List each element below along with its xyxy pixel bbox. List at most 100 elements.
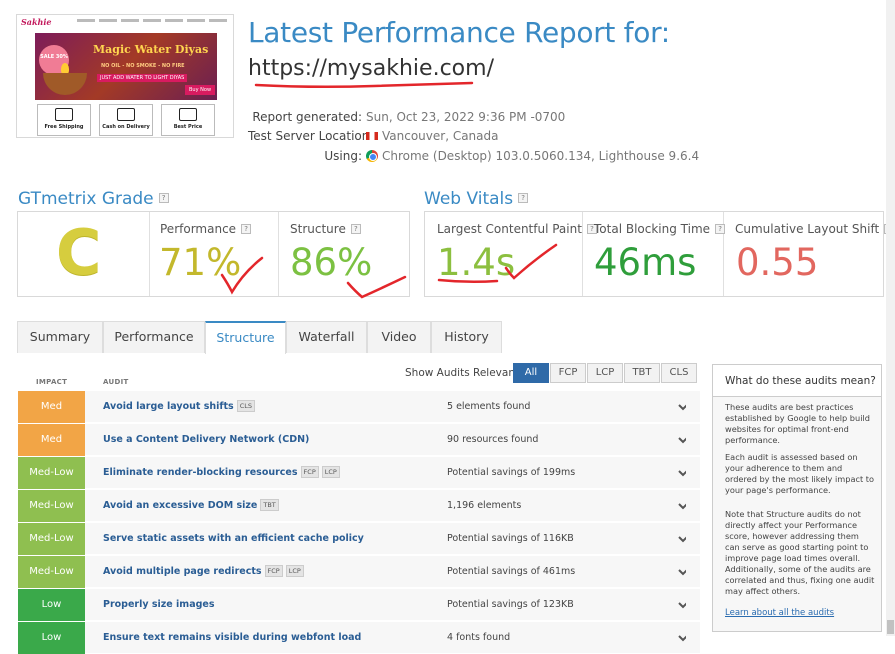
structure-checkmark-annotation <box>346 275 407 299</box>
tab-waterfall[interactable]: Waterfall <box>286 321 367 353</box>
chevron-down-icon[interactable] <box>678 535 686 543</box>
chevron-down-icon[interactable] <box>678 502 686 510</box>
audit-result: Potential savings of 123KB <box>447 599 574 610</box>
audit-row[interactable]: Med Use a Content Delivery Network (CDN) 9… <box>18 424 700 456</box>
impact-badge: Low <box>18 589 85 621</box>
web-vitals-heading-text: Web Vitals <box>424 189 514 209</box>
audit-name-text[interactable]: Use a Content Delivery Network (CDN) <box>103 434 310 445</box>
tab-summary[interactable]: Summary <box>17 321 103 353</box>
filter-all-button[interactable]: All <box>513 363 549 383</box>
chevron-down-icon[interactable] <box>678 436 686 444</box>
cod-box-icon <box>117 108 135 121</box>
chevron-down-icon[interactable] <box>678 568 686 576</box>
tab-structure[interactable]: Structure <box>205 321 286 354</box>
audit-row[interactable]: Med-Low Serve static assets with an effic… <box>18 523 700 555</box>
tbt-label-row: Total Blocking Time? <box>594 222 726 236</box>
performance-label-row: Performance? <box>160 222 252 236</box>
thumbnail-logo: Sakhie <box>21 17 52 27</box>
audit-result: 90 resources found <box>447 434 539 445</box>
audit-name[interactable]: Ensure text remains visible during webfo… <box>103 622 361 654</box>
tab-video[interactable]: Video <box>367 321 431 353</box>
using-label: Using: <box>324 149 362 163</box>
audit-row[interactable]: Med Avoid large layout shifts CLS 5 element… <box>18 391 700 423</box>
page-screenshot-thumbnail: Sakhie SALE 30% Magic Water Diyas NO OIL… <box>16 14 234 138</box>
page-scrollbar[interactable] <box>886 0 895 636</box>
filter-label: Show Audits Relevant to <box>405 367 533 379</box>
server-location-label: Test Server Location: <box>248 129 374 143</box>
server-location-row: Test Server Location: Vancouver, Canada <box>248 129 499 143</box>
help-icon[interactable]: ? <box>158 193 169 203</box>
using-value: Chrome (Desktop) 103.0.5060.134, Lightho… <box>382 149 700 163</box>
audit-result: Potential savings of 199ms <box>447 467 576 478</box>
thumbnail-feature-label: Best Price <box>173 124 203 130</box>
audit-name-text[interactable]: Eliminate render-blocking resources <box>103 467 298 478</box>
lcp-label-row: Largest Contentful Paint? <box>437 222 597 236</box>
chevron-down-icon[interactable] <box>678 403 686 411</box>
structure-box: Structure? 86% <box>279 212 409 296</box>
help-icon[interactable]: ? <box>518 193 529 203</box>
filter-tbt-button[interactable]: TBT <box>624 363 660 383</box>
report-title: Latest Performance Report for: <box>248 16 670 49</box>
audit-row[interactable]: Med-Low Eliminate render-blocking resourc… <box>18 457 700 489</box>
metric-tag: CLS <box>236 399 256 412</box>
web-vitals-panel: Largest Contentful Paint? 1.4s Total Blo… <box>424 211 895 297</box>
chevron-down-icon[interactable] <box>678 634 686 642</box>
tab-history[interactable]: History <box>431 321 502 353</box>
gtmetrix-grade-heading: GTmetrix Grade? <box>18 189 169 209</box>
audit-name-text[interactable]: Avoid multiple page redirects <box>103 566 262 577</box>
thumbnail-feature-label: Cash on Delivery <box>102 124 150 130</box>
audit-name[interactable]: Avoid multiple page redirects FCP LCP <box>103 556 304 588</box>
audits-info-panel: What do these audits mean? These audits … <box>712 364 882 632</box>
filter-cls-button[interactable]: CLS <box>661 363 697 383</box>
audit-name-text[interactable]: Properly size images <box>103 599 215 610</box>
using-row: Using: Chrome (Desktop) 103.0.5060.134, L… <box>248 149 699 163</box>
audit-row[interactable]: Med-Low Avoid multiple page redirects FCP L… <box>18 556 700 588</box>
help-icon[interactable]: ? <box>241 223 252 234</box>
impact-badge: Med-Low <box>18 457 85 489</box>
report-url[interactable]: https://mysakhie.com/ <box>248 56 494 81</box>
audit-name[interactable]: Serve static assets with an efficient ca… <box>103 523 364 555</box>
learn-audits-link[interactable]: Learn about all the audits <box>725 608 835 618</box>
structure-label: Structure <box>290 222 346 236</box>
report-generated-label: Report generated: <box>252 110 362 124</box>
cls-label: Cumulative Layout Shift <box>735 222 880 236</box>
audit-name-text[interactable]: Avoid large layout shifts <box>103 401 234 412</box>
impact-badge: Med-Low <box>18 490 85 522</box>
thumbnail-buy-button: Buy Now <box>185 85 216 95</box>
audit-row[interactable]: Low Properly size images Potential savings… <box>18 589 700 621</box>
audit-name[interactable]: Properly size images <box>103 589 215 621</box>
audit-name[interactable]: Eliminate render-blocking resources FCP LC… <box>103 457 340 489</box>
audit-name-text[interactable]: Avoid an excessive DOM size <box>103 500 258 511</box>
thumbnail-banner-sub1: NO OIL - NO SMOKE - NO FIRE <box>101 63 185 69</box>
help-icon[interactable]: ? <box>715 223 726 234</box>
lcp-label: Largest Contentful Paint <box>437 222 582 236</box>
chrome-icon <box>366 149 378 162</box>
audit-name-text[interactable]: Serve static assets with an efficient ca… <box>103 533 364 544</box>
audit-result: 4 fonts found <box>447 632 511 643</box>
thumbnail-feature-cod: Cash on Delivery <box>99 104 153 136</box>
audit-name-text[interactable]: Ensure text remains visible during webfo… <box>103 632 362 643</box>
chevron-down-icon[interactable] <box>678 601 686 609</box>
chevron-down-icon[interactable] <box>678 469 686 477</box>
help-icon[interactable]: ? <box>350 223 361 234</box>
audit-row[interactable]: Low Ensure text remains visible during we… <box>18 622 700 654</box>
impact-badge: Med <box>18 424 85 456</box>
filter-lcp-button[interactable]: LCP <box>587 363 623 383</box>
audit-name[interactable]: Use a Content Delivery Network (CDN) <box>103 424 309 456</box>
audits-info-heading: What do these audits mean? <box>713 365 881 397</box>
audit-name[interactable]: Avoid an excessive DOM size TBT <box>103 490 279 522</box>
tab-performance[interactable]: Performance <box>103 321 205 353</box>
filter-fcp-button[interactable]: FCP <box>550 363 586 383</box>
thumbnail-flame <box>61 63 69 75</box>
tbt-value: 46ms <box>594 241 697 284</box>
canada-flag-icon <box>366 131 378 140</box>
thumbnail-feature-price: Best Price <box>161 104 215 136</box>
help-icon[interactable]: ? <box>586 223 597 234</box>
audit-name[interactable]: Avoid large layout shifts CLS <box>103 391 256 423</box>
truck-icon <box>55 108 73 121</box>
thumbnail-banner-title: Magic Water Diyas <box>93 43 209 56</box>
tbt-label: Total Blocking Time <box>594 222 711 236</box>
audits-info-paragraph-1: These audits are best practices establis… <box>725 402 870 445</box>
audit-row[interactable]: Med-Low Avoid an excessive DOM size TBT 1,1… <box>18 490 700 522</box>
scrollbar-thumb[interactable] <box>887 620 894 634</box>
